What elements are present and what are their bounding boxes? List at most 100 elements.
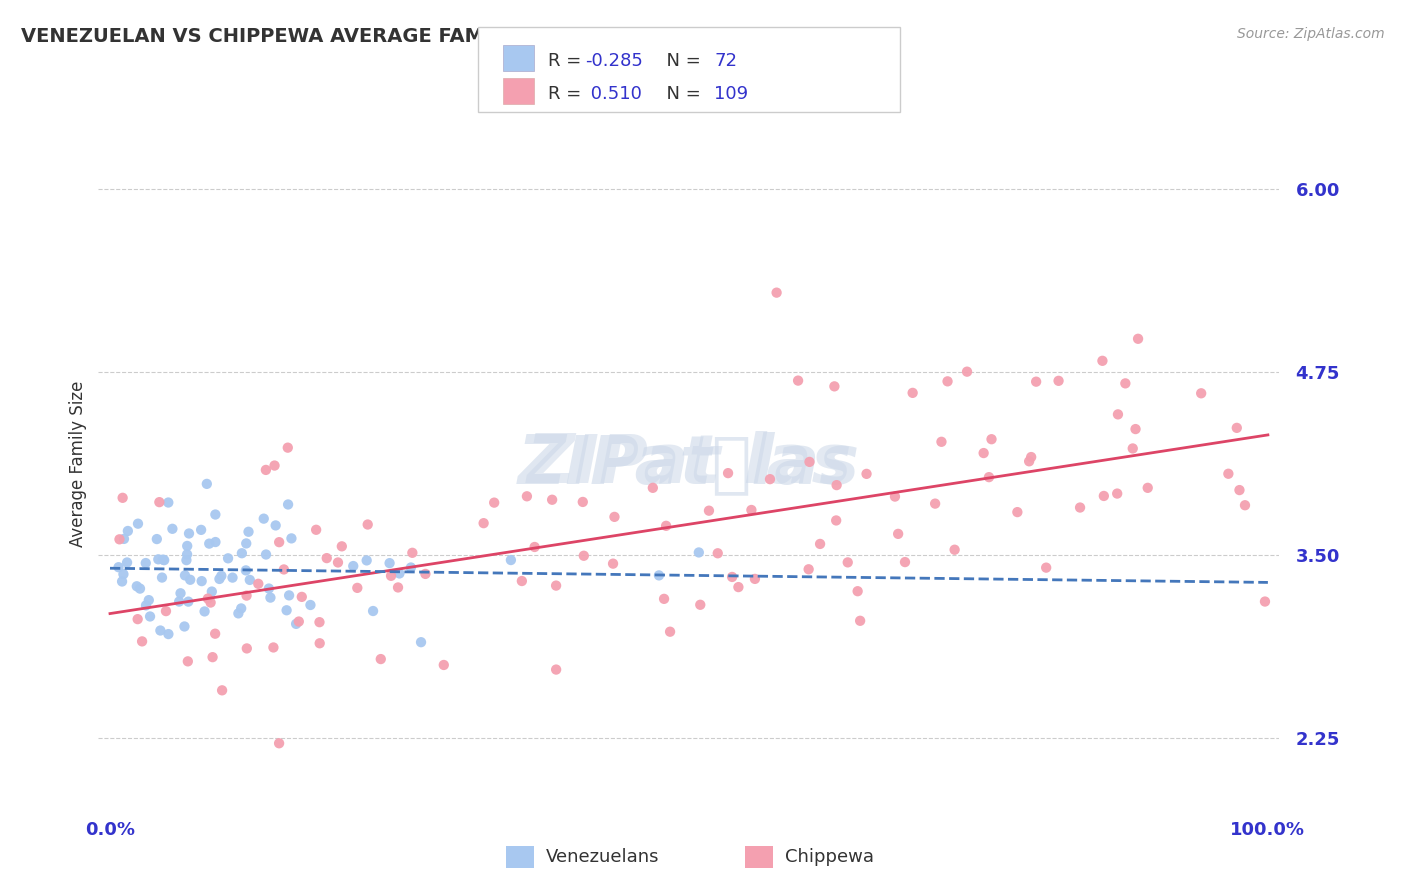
- Point: [415, 566, 437, 581]
- Point: [315, 551, 337, 566]
- Point: [239, 573, 262, 587]
- Point: [1092, 489, 1115, 503]
- Point: [1254, 594, 1277, 608]
- Point: [894, 555, 917, 569]
- Point: [387, 581, 409, 595]
- Point: [706, 546, 728, 560]
- Point: [238, 524, 260, 539]
- Point: [1007, 505, 1029, 519]
- Text: 72: 72: [714, 52, 737, 70]
- Point: [176, 548, 198, 562]
- Point: [174, 568, 197, 582]
- Point: [125, 579, 148, 593]
- Point: [924, 497, 946, 511]
- Point: [112, 567, 135, 582]
- Point: [259, 591, 281, 605]
- Point: [269, 736, 291, 750]
- Point: [797, 562, 820, 576]
- Point: [1233, 498, 1256, 512]
- Point: [378, 556, 401, 570]
- Point: [326, 556, 349, 570]
- Point: [169, 586, 191, 600]
- Point: [388, 566, 411, 581]
- Point: [855, 467, 877, 481]
- Text: N =: N =: [655, 52, 707, 70]
- Point: [308, 615, 330, 630]
- Point: [177, 526, 200, 541]
- Point: [825, 513, 848, 527]
- Text: Source: ZipAtlas.com: Source: ZipAtlas.com: [1237, 27, 1385, 41]
- Point: [721, 570, 744, 584]
- Point: [204, 508, 226, 522]
- Point: [177, 594, 200, 608]
- Point: [689, 598, 711, 612]
- Point: [808, 537, 831, 551]
- Point: [269, 535, 291, 549]
- Point: [572, 549, 595, 563]
- Point: [127, 516, 149, 531]
- Point: [129, 582, 152, 596]
- Point: [931, 434, 953, 449]
- Point: [472, 516, 495, 531]
- Point: [516, 489, 538, 503]
- Point: [655, 518, 678, 533]
- Point: [204, 535, 226, 549]
- Point: [1047, 374, 1070, 388]
- Point: [117, 524, 139, 538]
- Point: [264, 518, 287, 533]
- Point: [546, 578, 568, 592]
- Point: [167, 594, 190, 608]
- Point: [231, 546, 253, 560]
- Point: [148, 495, 170, 509]
- Point: [280, 532, 302, 546]
- Point: [825, 478, 848, 492]
- Point: [759, 472, 782, 486]
- Point: [884, 490, 907, 504]
- Text: ZIPat las: ZIPat las: [526, 431, 852, 497]
- Point: [849, 614, 872, 628]
- Point: [641, 481, 664, 495]
- Point: [1122, 442, 1144, 456]
- Text: ZIPatlas: ZIPatlas: [517, 431, 860, 497]
- Point: [235, 589, 257, 603]
- Point: [211, 683, 233, 698]
- Point: [209, 569, 232, 583]
- Point: [278, 588, 301, 602]
- Point: [204, 626, 226, 640]
- Point: [727, 580, 749, 594]
- Point: [253, 511, 276, 525]
- Point: [112, 532, 135, 546]
- Point: [305, 523, 328, 537]
- Point: [162, 522, 184, 536]
- Text: 109: 109: [714, 85, 748, 103]
- Point: [177, 654, 200, 668]
- Point: [198, 536, 221, 550]
- Point: [277, 441, 299, 455]
- Point: [1069, 500, 1091, 515]
- Point: [201, 650, 224, 665]
- Point: [936, 375, 959, 389]
- Point: [1107, 486, 1129, 500]
- Point: [980, 432, 1002, 446]
- Point: [155, 604, 177, 618]
- Point: [179, 573, 201, 587]
- Point: [652, 591, 675, 606]
- Point: [131, 634, 153, 648]
- Point: [152, 552, 174, 566]
- Point: [541, 492, 564, 507]
- Point: [157, 627, 180, 641]
- Point: [697, 504, 720, 518]
- Point: [236, 641, 259, 656]
- Point: [510, 574, 533, 588]
- Point: [787, 374, 810, 388]
- Point: [1189, 386, 1212, 401]
- Point: [262, 640, 284, 655]
- Point: [977, 470, 1000, 484]
- Text: Chippewa: Chippewa: [785, 848, 873, 866]
- Point: [823, 379, 845, 393]
- Point: [433, 657, 456, 672]
- Point: [1126, 332, 1149, 346]
- Point: [380, 569, 402, 583]
- Point: [288, 615, 311, 629]
- Point: [153, 553, 176, 567]
